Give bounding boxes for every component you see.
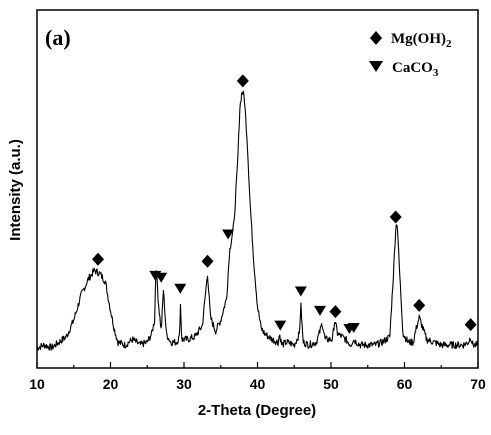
x-axis-ticks: 10 20 30 40 50 60 70: [29, 362, 486, 392]
x-tick-label: 30: [176, 376, 192, 392]
legend-label-caco3-text: CaCO: [392, 60, 433, 76]
x-tick-label: 10: [29, 376, 45, 392]
mgoh2-peak-marker: [413, 298, 426, 312]
legend-triangle-marker: [369, 61, 383, 72]
mgoh2-peak-marker: [92, 252, 105, 266]
legend-label-mgoh2-subscript: 2: [446, 38, 452, 50]
legend-label-caco3-subscript: 3: [433, 67, 439, 79]
panel-label: (a): [45, 25, 71, 50]
caco3-peak-marker: [313, 305, 326, 316]
x-axis-label: 2-Theta (Degree): [198, 402, 316, 419]
data-layer: [36, 90, 479, 351]
x-tick-label: 40: [250, 376, 266, 392]
y-axis-label: Intensity (a.u.): [7, 139, 24, 241]
legend-label-caco3: CaCO3: [392, 60, 439, 79]
mgoh2-peak-marker: [464, 318, 477, 332]
mgoh2-peak-marker: [236, 74, 249, 88]
legend: Mg(OH)2 CaCO3: [369, 31, 452, 79]
caco3-peak-marker: [274, 320, 287, 331]
legend-label-mgoh2: Mg(OH)2: [391, 31, 452, 50]
caco3-peak-marker: [294, 286, 307, 297]
x-tick-label: 20: [103, 376, 119, 392]
caco3-peak-marker: [222, 229, 235, 240]
mgoh2-peak-marker: [329, 305, 342, 319]
caco3-peak-marker: [155, 272, 168, 283]
caco3-peak-marker: [174, 283, 187, 294]
caco3-peak-marker: [347, 322, 360, 333]
xrd-series-line: [36, 90, 479, 351]
x-tick-label: 70: [470, 376, 486, 392]
legend-diamond-marker: [370, 31, 382, 45]
mgoh2-peak-marker: [201, 254, 214, 268]
x-tick-label: 50: [323, 376, 339, 392]
mgoh2-peak-marker: [389, 210, 402, 224]
legend-label-mgoh2-text: Mg(OH): [391, 31, 446, 47]
peak-marker-layer: [92, 74, 477, 335]
x-tick-label: 60: [397, 376, 413, 392]
